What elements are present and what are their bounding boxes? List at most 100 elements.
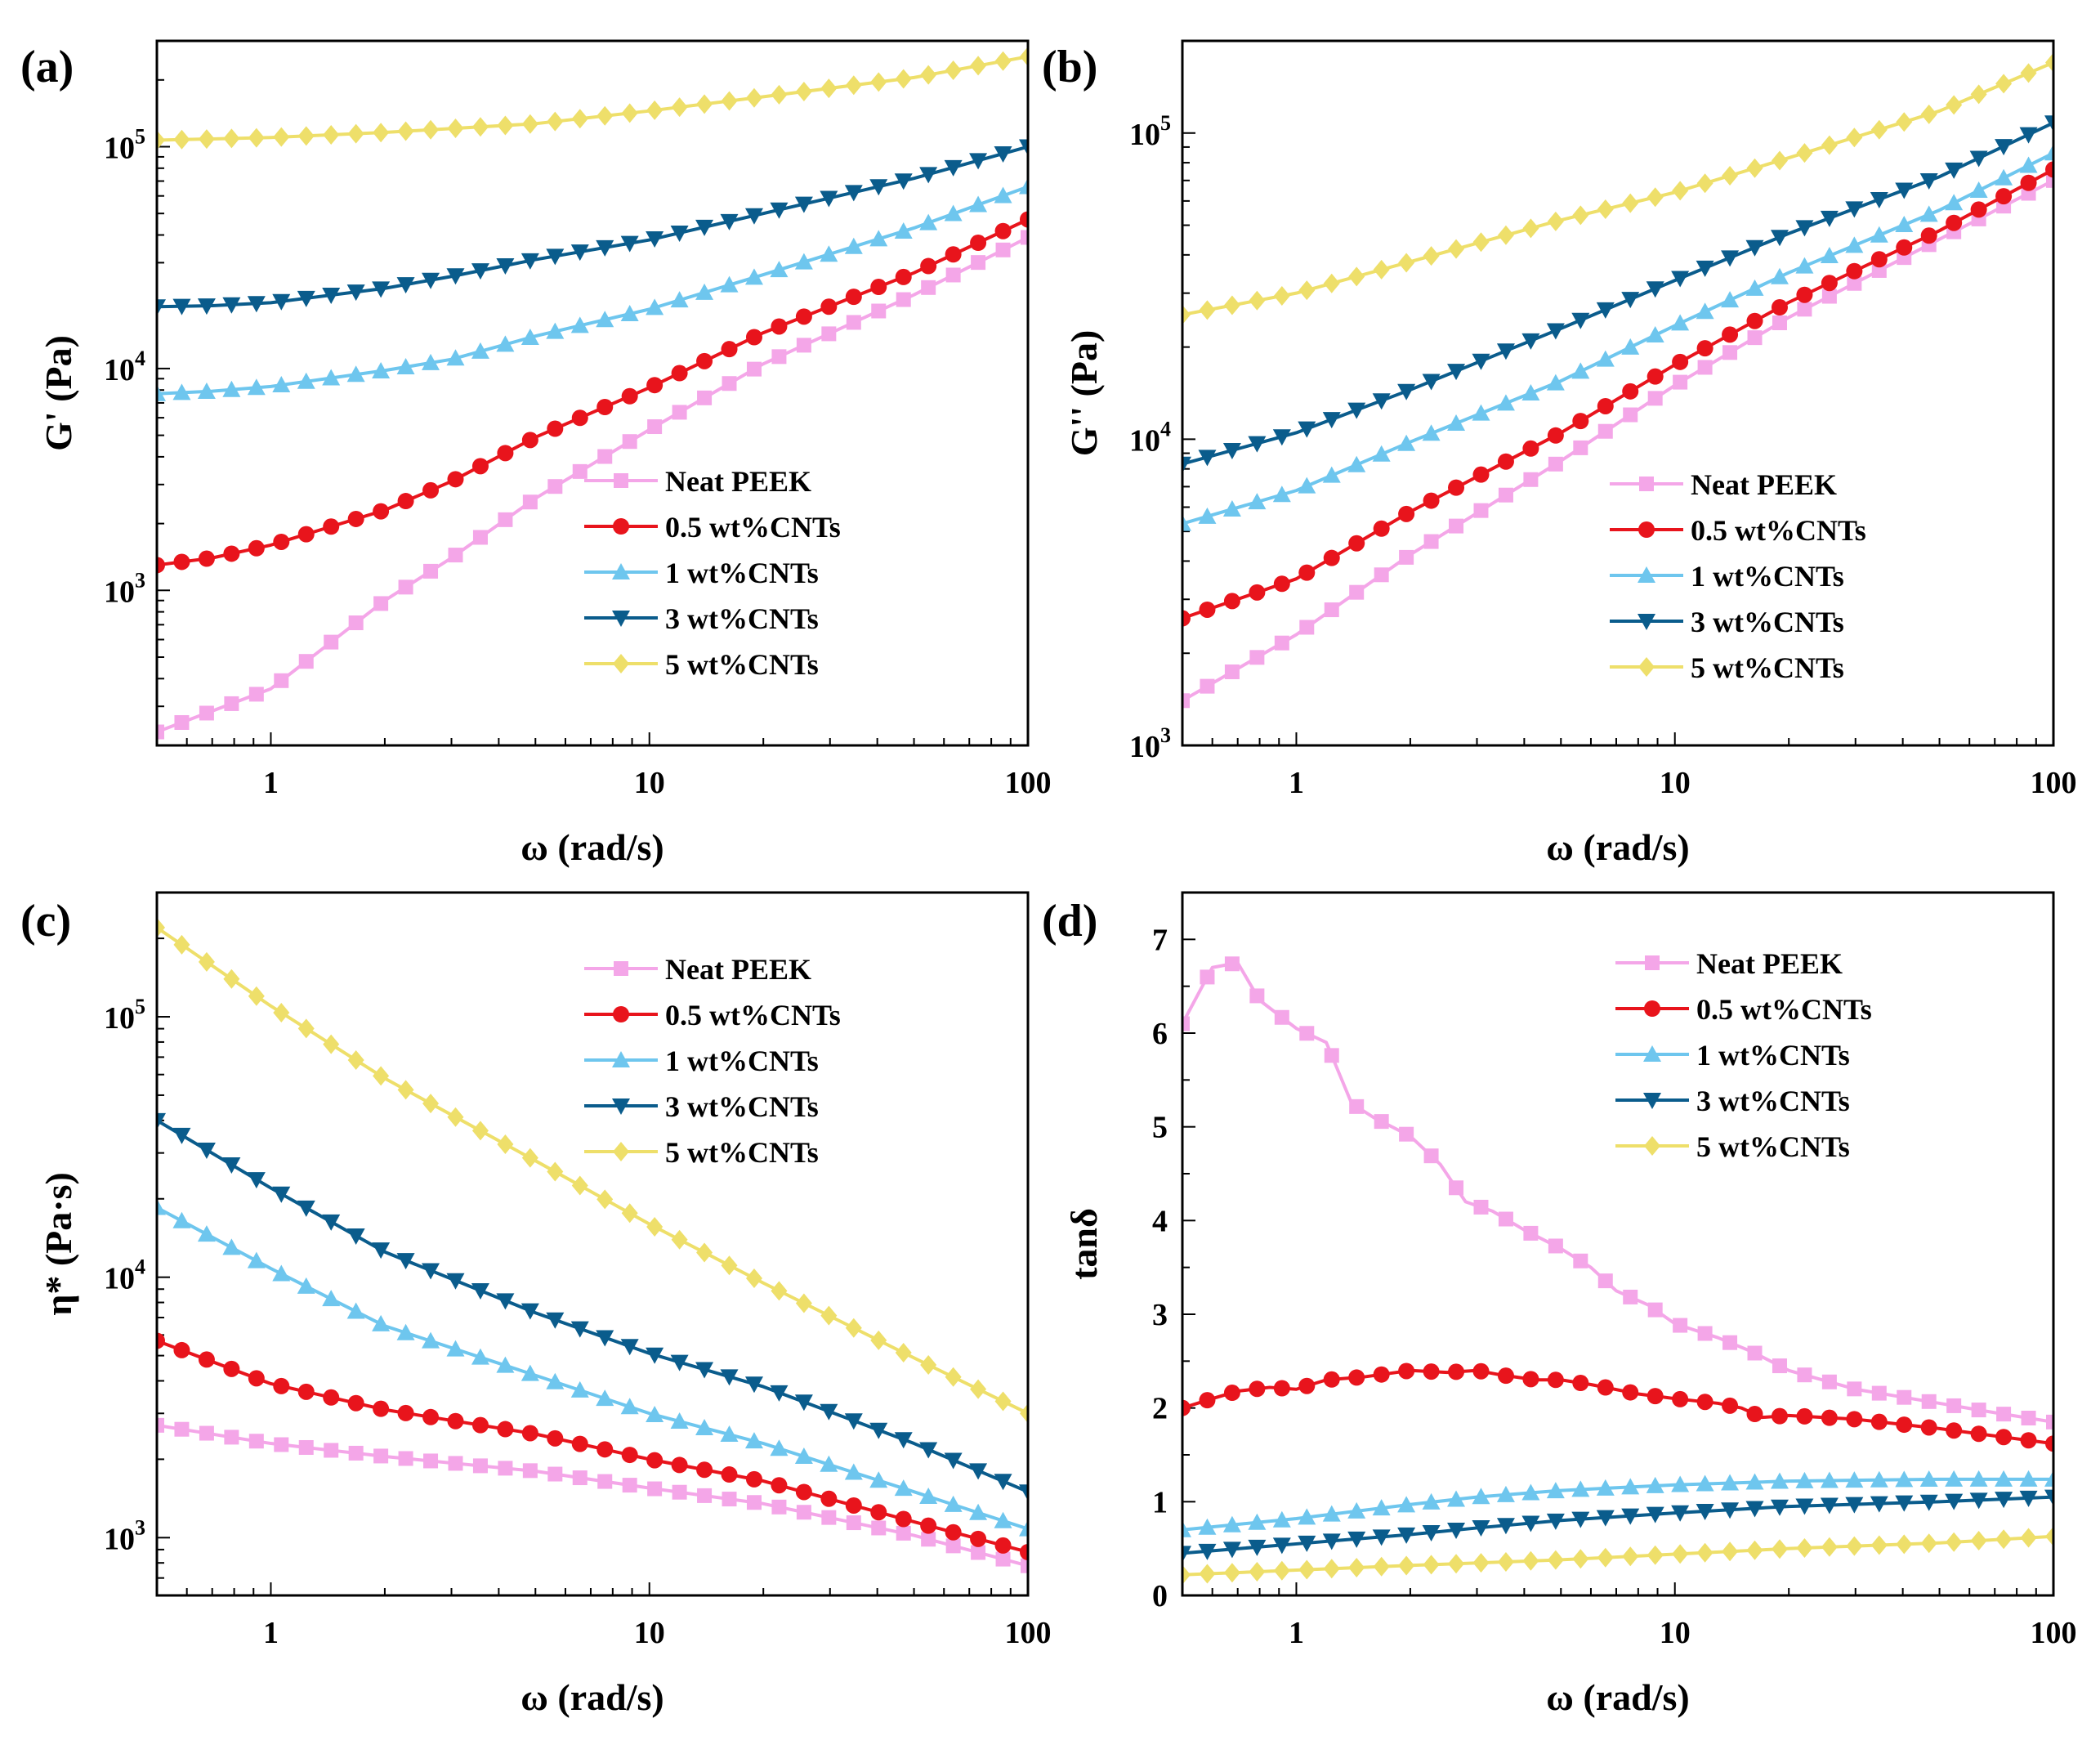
y-tick-label: 104	[104, 1255, 145, 1296]
data-point	[771, 1499, 787, 1515]
data-point	[322, 288, 341, 305]
data-point	[273, 1002, 290, 1022]
data-point	[820, 1490, 838, 1507]
data-point	[248, 1434, 264, 1449]
data-point	[1896, 1534, 1913, 1555]
data-point	[1521, 384, 1540, 401]
data-point	[323, 1389, 340, 1406]
data-point	[820, 1305, 838, 1326]
data-point	[571, 409, 588, 427]
data-point	[1422, 1492, 1441, 1510]
legend-marker	[613, 518, 629, 535]
data-point	[1746, 312, 1763, 329]
data-point	[1548, 456, 1563, 472]
series-line-5-wt-cnts	[157, 926, 1028, 1416]
data-point	[820, 245, 838, 262]
data-point	[1546, 374, 1565, 391]
panel-label: (c)	[20, 896, 71, 946]
data-point	[695, 1419, 714, 1436]
data-point	[647, 1481, 663, 1497]
data-point	[1020, 1403, 1028, 1424]
legend-item-5-wt-cnts: 5 wt%CNTs	[584, 648, 819, 681]
y-tick-label: 104	[1129, 417, 1171, 458]
axes-frame	[155, 39, 1030, 747]
data-point	[646, 377, 664, 394]
data-point	[745, 1470, 762, 1488]
data-point	[1721, 1474, 1740, 1491]
data-point	[994, 1391, 1012, 1412]
data-point	[670, 225, 689, 242]
data-point	[1672, 353, 1689, 370]
data-point	[2021, 1411, 2036, 1425]
data-point	[1324, 602, 1339, 618]
data-point	[172, 1127, 191, 1144]
data-point	[496, 1356, 515, 1373]
data-point	[1745, 279, 1764, 296]
data-point	[596, 239, 614, 257]
data-point	[1571, 312, 1590, 329]
data-point	[1473, 1199, 1489, 1215]
series-3-wt-cnts	[157, 1112, 1028, 1501]
data-point	[521, 253, 539, 270]
data-point	[1573, 1253, 1588, 1268]
series-0-5-wt-cnts	[1182, 161, 2053, 627]
legend: Neat PEEK 0.5 wt%CNTs 1 wt%CNTs 3 wt%CNTs 5 …	[1610, 468, 1866, 684]
data-point	[770, 202, 789, 219]
data-point	[621, 1447, 638, 1464]
data-point	[670, 1354, 689, 1371]
data-point	[547, 1430, 564, 1447]
data-point	[1223, 295, 1240, 315]
y-axis-title: G'' (Pa)	[1063, 330, 1105, 457]
data-point	[1919, 1494, 1938, 1511]
data-point	[1623, 407, 1638, 423]
data-point	[671, 365, 688, 382]
data-point	[396, 1253, 415, 1270]
legend-item-1-wt-cnts: 1 wt%CNTs	[584, 557, 819, 589]
data-point	[173, 553, 190, 570]
data-point	[198, 951, 215, 972]
data-point	[1846, 128, 1863, 148]
data-point	[646, 231, 664, 248]
data-point	[1347, 1501, 1366, 1519]
x-tick-label: 100	[2031, 1616, 2077, 1650]
data-point	[795, 308, 812, 325]
data-point	[1521, 1515, 1540, 1532]
data-point	[1349, 1098, 1365, 1114]
data-point	[1745, 239, 1764, 257]
legend-label: 3 wt%CNTs	[1691, 606, 1844, 638]
data-point	[771, 349, 787, 365]
data-point	[471, 342, 489, 359]
data-point	[1772, 315, 1787, 330]
data-point	[324, 1443, 339, 1458]
data-point	[1199, 601, 1216, 618]
data-point	[2020, 174, 2037, 191]
data-point	[1795, 220, 1814, 237]
data-point	[373, 1448, 389, 1464]
data-point	[546, 1372, 565, 1389]
data-point	[1647, 1302, 1663, 1318]
data-point	[1895, 182, 1914, 199]
data-point	[1249, 290, 1266, 311]
data-point	[1597, 397, 1614, 414]
data-point	[1198, 1518, 1217, 1535]
data-point	[497, 1134, 514, 1155]
data-point	[647, 419, 663, 435]
data-point	[845, 75, 862, 96]
data-point	[1397, 1527, 1416, 1544]
data-point	[1547, 211, 1564, 231]
data-point	[770, 1385, 789, 1402]
data-point	[1920, 1533, 1937, 1554]
data-point	[547, 1466, 563, 1482]
data-point	[322, 369, 341, 386]
data-point	[1347, 402, 1366, 419]
plot-area	[155, 39, 1030, 747]
tick-marks	[156, 40, 1029, 746]
data-point	[347, 510, 364, 527]
data-point	[157, 917, 165, 937]
panel-label: (a)	[20, 42, 74, 92]
data-point	[695, 1362, 714, 1379]
data-point	[672, 405, 687, 420]
data-point	[1596, 1510, 1615, 1527]
legend-marker	[612, 563, 630, 579]
panel-b: 1 10 100 103 104 105 ω (rad/s) G'' (Pa) (b) Neat …	[1042, 39, 2077, 868]
